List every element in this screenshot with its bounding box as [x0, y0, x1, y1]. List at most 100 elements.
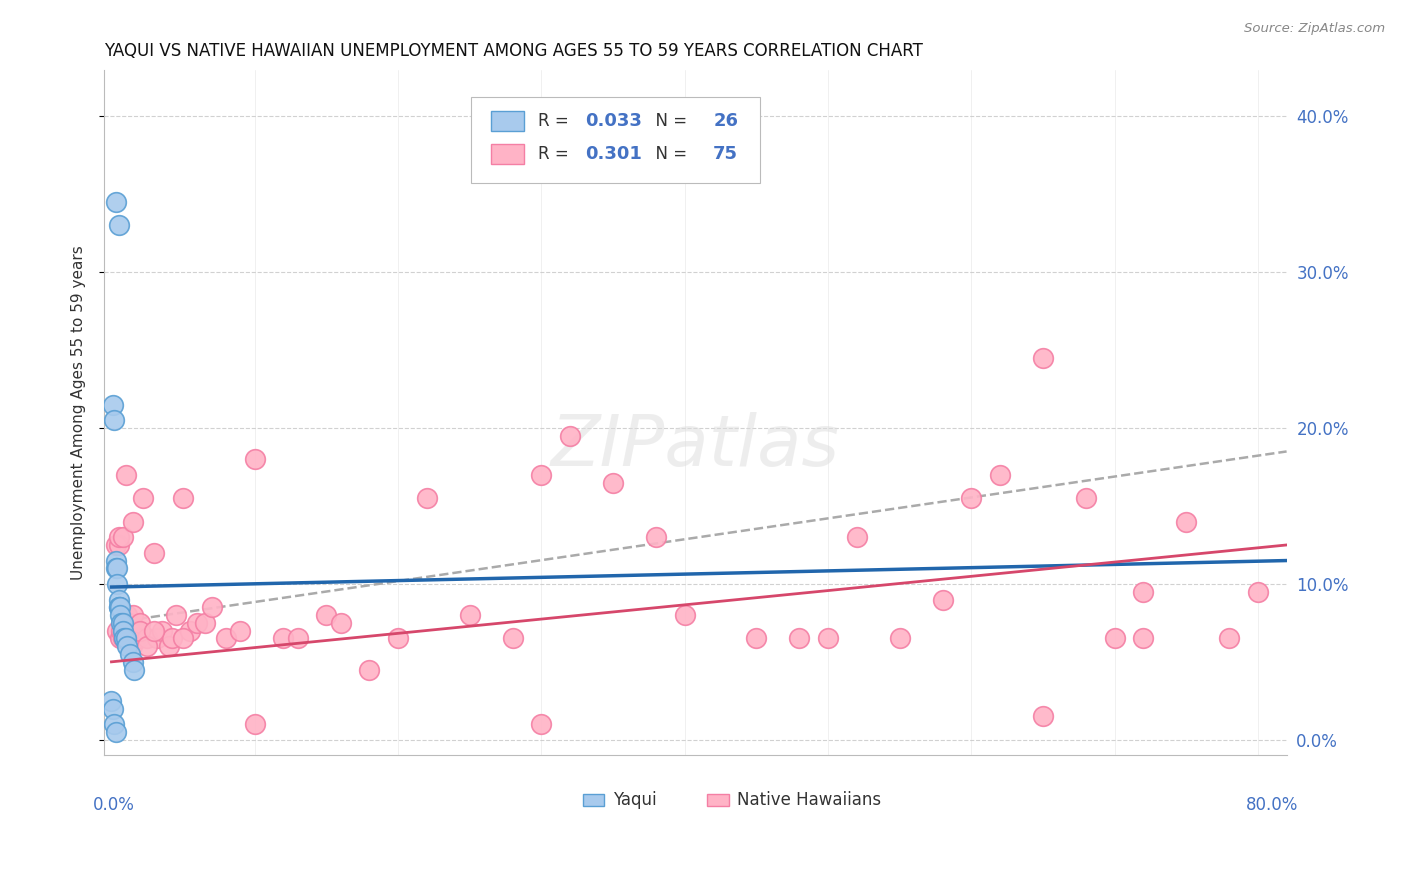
Point: [387, 632, 409, 646]
Point: [127, 624, 149, 638]
Point: [107, 219, 129, 233]
Text: N =: N =: [644, 112, 692, 130]
Text: YAQUI VS NATIVE HAWAIIAN UNEMPLOYMENT AMONG AGES 55 TO 59 YEARS CORRELATION CHAR: YAQUI VS NATIVE HAWAIIAN UNEMPLOYMENT AM…: [104, 42, 924, 60]
Text: Source: ZipAtlas.com: Source: ZipAtlas.com: [1244, 22, 1385, 36]
Text: R =: R =: [538, 145, 574, 163]
Text: 0.301: 0.301: [585, 145, 643, 163]
Text: ZIPatlas: ZIPatlas: [551, 412, 839, 482]
Point: [215, 632, 238, 646]
Point: [105, 624, 128, 638]
Point: [125, 632, 148, 646]
Point: [186, 615, 208, 630]
Point: [150, 624, 173, 638]
Point: [110, 624, 132, 638]
Point: [108, 632, 131, 646]
Point: [530, 717, 553, 731]
Point: [960, 491, 983, 506]
Text: Yaqui: Yaqui: [613, 791, 657, 809]
Point: [1132, 632, 1154, 646]
Point: [105, 577, 128, 591]
Point: [104, 195, 127, 210]
Point: [243, 717, 266, 731]
Point: [287, 632, 309, 646]
Point: [121, 640, 143, 654]
FancyBboxPatch shape: [491, 112, 524, 130]
Point: [143, 546, 166, 560]
Point: [124, 663, 146, 677]
FancyBboxPatch shape: [471, 97, 761, 183]
Point: [845, 530, 868, 544]
Text: 0.033: 0.033: [585, 112, 643, 130]
Point: [112, 632, 135, 646]
Point: [458, 608, 481, 623]
Point: [129, 624, 152, 638]
Point: [315, 608, 337, 623]
Point: [1104, 632, 1126, 646]
Point: [172, 632, 194, 646]
Point: [107, 600, 129, 615]
Text: Native Hawaiians: Native Hawaiians: [737, 791, 882, 809]
Point: [502, 632, 524, 646]
Point: [143, 624, 166, 638]
Point: [114, 632, 136, 646]
Point: [101, 398, 124, 412]
Point: [124, 632, 146, 646]
Point: [107, 538, 129, 552]
Point: [745, 632, 768, 646]
Point: [114, 632, 136, 646]
Point: [1247, 584, 1270, 599]
Point: [112, 624, 135, 638]
Point: [122, 655, 145, 669]
Point: [118, 615, 141, 630]
Point: [988, 467, 1011, 482]
Point: [558, 429, 581, 443]
Text: 80.0%: 80.0%: [1246, 797, 1298, 814]
Point: [103, 717, 125, 731]
Point: [1032, 351, 1054, 365]
Point: [179, 624, 201, 638]
Point: [132, 491, 155, 506]
FancyBboxPatch shape: [707, 794, 728, 806]
Point: [136, 640, 159, 654]
Point: [1175, 515, 1198, 529]
Point: [273, 632, 295, 646]
FancyBboxPatch shape: [583, 794, 605, 806]
Point: [1218, 632, 1240, 646]
Point: [359, 663, 381, 677]
Point: [889, 632, 911, 646]
Point: [329, 615, 352, 630]
Point: [122, 515, 145, 529]
Point: [104, 538, 127, 552]
Point: [165, 608, 187, 623]
Point: [114, 467, 136, 482]
Point: [129, 615, 152, 630]
Point: [1132, 584, 1154, 599]
Text: 0.0%: 0.0%: [93, 797, 135, 814]
Text: N =: N =: [644, 145, 692, 163]
Point: [104, 553, 127, 567]
FancyBboxPatch shape: [491, 145, 524, 163]
Point: [1032, 709, 1054, 723]
Point: [111, 615, 134, 630]
Text: 26: 26: [713, 112, 738, 130]
Point: [229, 624, 252, 638]
Text: R =: R =: [538, 112, 574, 130]
Point: [107, 530, 129, 544]
Point: [111, 632, 134, 646]
Point: [115, 640, 138, 654]
Point: [157, 640, 180, 654]
Point: [645, 530, 668, 544]
Point: [817, 632, 839, 646]
Point: [107, 600, 129, 615]
Point: [103, 413, 125, 427]
Point: [789, 632, 811, 646]
Point: [122, 608, 145, 623]
Point: [530, 467, 553, 482]
Point: [120, 647, 142, 661]
Point: [673, 608, 696, 623]
Point: [146, 632, 169, 646]
Point: [111, 530, 134, 544]
Point: [120, 632, 142, 646]
Point: [1074, 491, 1097, 506]
Point: [136, 632, 159, 646]
